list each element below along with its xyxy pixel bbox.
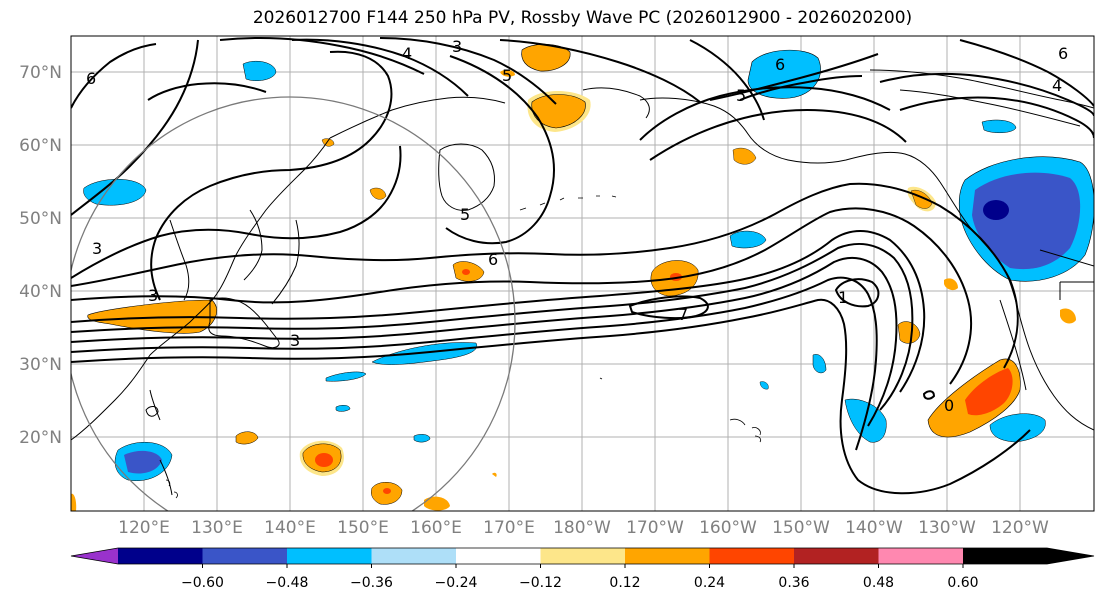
colorbar-segment (371, 548, 456, 564)
colorbar-tick-label: −0.60 (181, 575, 224, 591)
lat-label: 30°N (19, 355, 62, 375)
colorbar-segment (878, 548, 963, 564)
lon-label: 120°W (991, 518, 1049, 538)
lat-label: 20°N (19, 428, 62, 448)
lat-label: 50°N (19, 209, 62, 229)
longitude-labels: 120°E 130°E 140°E 150°E 160°E 170°E 180°… (118, 518, 1049, 538)
contour-label: 3 (92, 239, 102, 258)
colorbar-tick-label: 0.48 (863, 575, 894, 591)
lon-label: 160°E (410, 518, 462, 538)
colorbar-tick-label: −0.24 (435, 575, 478, 591)
colorbar-segment (540, 548, 625, 564)
lat-label: 70°N (19, 63, 62, 83)
contour-label: 6 (1058, 44, 1068, 63)
colorbar-segment (456, 548, 541, 564)
colorbar-segment (709, 548, 794, 564)
map-title: 2026012700 F144 250 hPa PV, Rossby Wave … (252, 8, 913, 28)
lon-label: 180°W (553, 518, 611, 538)
contour-label: 7 (678, 305, 688, 324)
contour-label: 1 (838, 288, 848, 307)
contour-label: 7 (779, 0, 789, 19)
colorbar-tick-label: −0.12 (519, 575, 562, 591)
contour-labels: 4 3 5 6 6 5 4 6 3 3 5 6 7 7 3 1 0 (86, 0, 1068, 415)
colorbar-segment (794, 548, 879, 564)
contour-label: 4 (1052, 76, 1062, 95)
lon-label: 150°E (337, 518, 389, 538)
map-content: 4 3 5 6 6 5 4 6 3 3 5 6 7 7 3 1 0 (71, 0, 1094, 511)
lon-label: 120°E (118, 518, 170, 538)
colorbar-tick-label: 0.24 (694, 575, 725, 591)
anomaly-shading (71, 43, 1094, 511)
colorbar-segment (625, 548, 710, 564)
contour-label: 0 (944, 396, 954, 415)
lon-label: 130°E (191, 518, 243, 538)
contour-label: 6 (86, 69, 96, 88)
contour-label: 6 (775, 55, 785, 74)
pv-contours (71, 37, 1094, 495)
colorbar-tick-label: 0.60 (947, 575, 978, 591)
colorbar-extend-max (963, 548, 1094, 564)
colorbar-segment (202, 548, 287, 564)
colorbar-tick-label: −0.36 (350, 575, 393, 591)
lat-label: 60°N (19, 136, 62, 156)
lon-label: 170°E (483, 518, 535, 538)
colorbar-tick-label: 0.36 (778, 575, 809, 591)
contour-label: 3 (148, 286, 158, 305)
contour-label: 5 (502, 66, 512, 85)
islands (165, 195, 762, 499)
radius-circle (71, 96, 516, 511)
contour-label: 5 (460, 205, 470, 224)
colorbar-segment (287, 548, 372, 564)
colorbar-tick-label: −0.48 (266, 575, 309, 591)
contour-label: 5 (736, 86, 746, 105)
contour-label: 6 (488, 250, 498, 269)
lat-label: 40°N (19, 282, 62, 302)
map-frame (70, 35, 1095, 512)
colorbar-outline (70, 547, 1095, 565)
contour-label: 3 (452, 37, 462, 56)
colorbar-tick-label: 0.12 (609, 575, 640, 591)
latitude-labels: 70°N 60°N 50°N 40°N 30°N 20°N (19, 63, 62, 448)
gridlines (71, 36, 1094, 511)
lon-label: 160°W (699, 518, 757, 538)
contour-label: 3 (290, 331, 300, 350)
colorbar-extend-min (71, 548, 118, 564)
lon-label: 130°W (918, 518, 976, 538)
lon-label: 140°E (264, 518, 316, 538)
lon-label: 170°W (626, 518, 684, 538)
colorbar: −0.60 −0.48 −0.36 −0.24 −0.12 0.12 0.24 … (70, 547, 1095, 591)
lon-label: 140°W (845, 518, 903, 538)
contour-label: 4 (402, 44, 412, 63)
lon-label: 150°W (772, 518, 830, 538)
colorbar-segment (118, 548, 203, 564)
